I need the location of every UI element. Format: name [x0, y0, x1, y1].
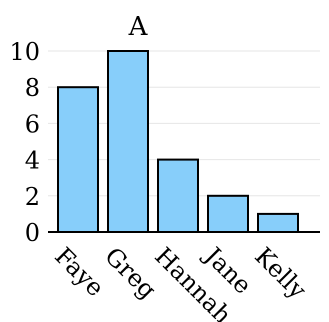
y-tick-label: 0: [25, 219, 40, 247]
bar-jane: [207, 194, 249, 234]
y-tick-label: 6: [25, 110, 40, 138]
y-axis-ticks: 0 2 4 6 8 10: [9, 38, 40, 247]
bars: [57, 50, 299, 234]
y-tick-label: 4: [25, 147, 40, 175]
x-tick-label: Greg: [99, 242, 161, 304]
y-tick-label: 8: [25, 74, 40, 102]
x-tick-label: Kelly: [249, 242, 312, 305]
bar-kelly: [257, 212, 299, 233]
x-tick-label: Faye: [49, 242, 109, 302]
bar-faye: [57, 86, 99, 233]
y-tick-label: 2: [25, 183, 40, 211]
chart-title: A: [128, 12, 149, 42]
bar-hannah: [157, 158, 199, 234]
y-tick-label: 10: [9, 38, 40, 66]
bar-greg: [107, 50, 149, 233]
